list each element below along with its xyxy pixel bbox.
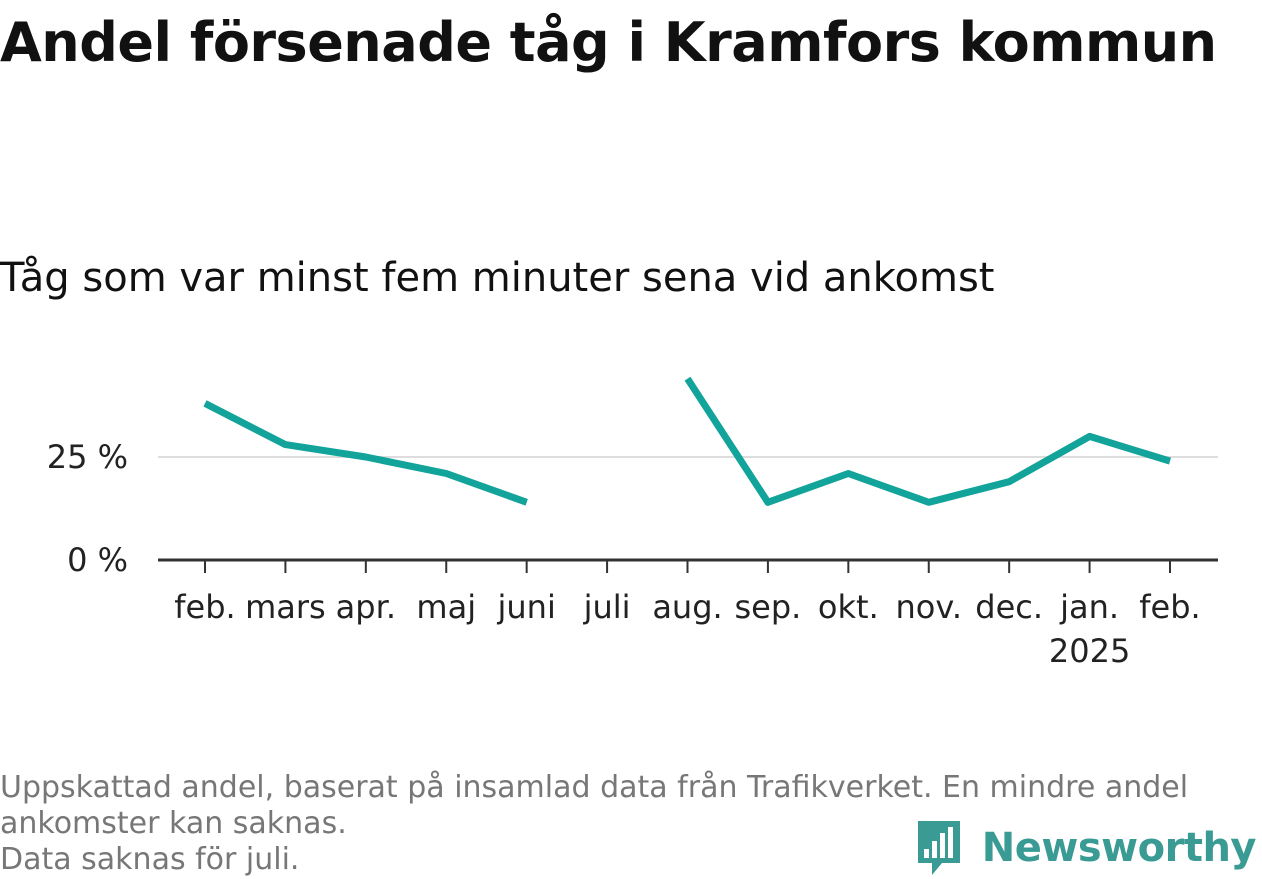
x-tick-label: okt. (818, 588, 879, 626)
x-tick-label: apr. (336, 588, 396, 626)
footer-note: Uppskattad andel, baserat på insamlad da… (0, 770, 1250, 878)
x-tick-sublabel: 2025 (1049, 632, 1130, 670)
x-tick-label: nov. (896, 588, 962, 626)
chart-title: Andel försenade tåg i Kramfors kommun (0, 11, 1217, 74)
footer-note-line-1: Uppskattad andel, baserat på insamlad da… (0, 770, 1189, 805)
x-tick-label: maj (416, 588, 476, 626)
y-tick-label: 25 % (47, 438, 128, 476)
x-tick-label: feb. (174, 588, 235, 626)
series-line-segment-2 (684, 376, 1172, 506)
x-tick-label: feb. (1139, 588, 1200, 626)
x-tick-label: sep. (734, 588, 801, 626)
brand-name: Newsworthy (981, 825, 1257, 871)
x-tick-label: mars (245, 588, 326, 626)
series-line-segment-1 (203, 400, 528, 506)
footer-note-line-2: ankomster kan saknas. (0, 806, 347, 841)
y-tick-label: 0 % (67, 541, 128, 579)
footer-note-line-3: Data saknas för juli. (0, 842, 300, 877)
chart-subtitle: Tåg som var minst fem minuter sena vid a… (0, 255, 995, 301)
x-tick-label: jan. (1059, 588, 1119, 626)
newsworthy-logo: Newsworthy (914, 819, 1257, 877)
x-tick-label: juli (583, 588, 631, 626)
x-tick-label: dec. (975, 588, 1043, 626)
x-tick-label: aug. (652, 588, 722, 626)
x-tick-label: juni (496, 588, 555, 626)
line-chart: 0 % 25 % feb. mars apr. maj juni juli aug. sep. ok… (47, 376, 1218, 670)
newsworthy-logo-icon (917, 821, 960, 875)
